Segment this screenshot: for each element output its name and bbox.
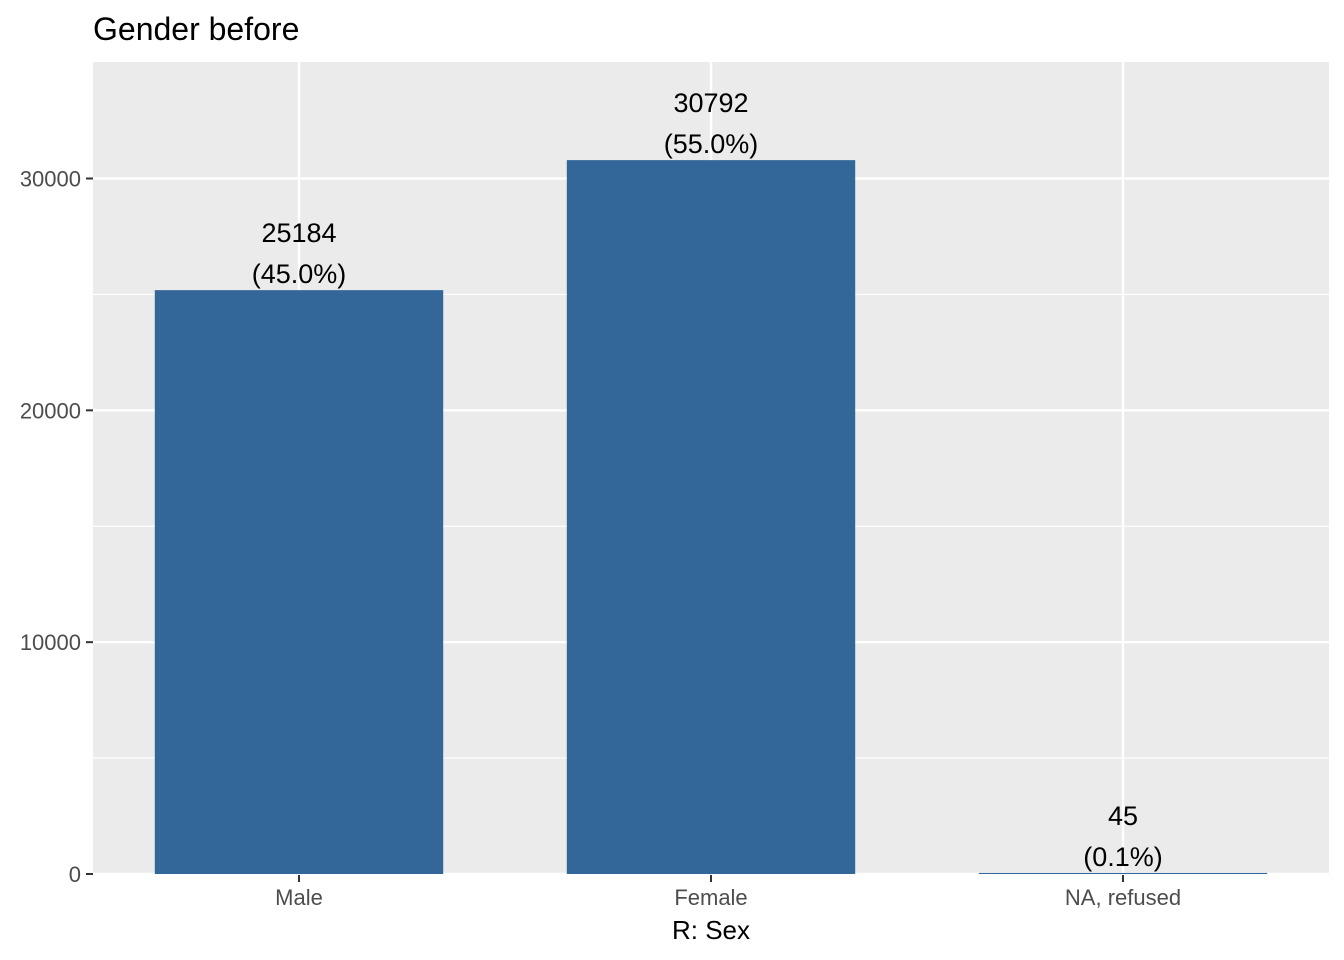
y-tick-label: 30000: [20, 167, 81, 192]
bars: [154, 160, 1268, 874]
data-label-percent: (0.1%): [1083, 842, 1163, 872]
y-tick-label: 20000: [20, 398, 81, 423]
y-axis: 0 10000 20000 30000: [20, 167, 93, 887]
data-label-count: 25184: [261, 218, 336, 248]
data-label-percent: (45.0%): [252, 259, 347, 289]
data-label-count: 30792: [673, 88, 748, 118]
bar: [978, 872, 1268, 874]
data-labels: 25184 (45.0%) 30792 (55.0%) 45 (0.1%): [252, 88, 1163, 872]
bar: [566, 160, 856, 874]
chart-title: Gender before: [93, 11, 299, 47]
x-tick-label: NA, refused: [1065, 885, 1181, 910]
x-axis: Male Female NA, refused: [275, 875, 1181, 910]
x-axis-title: R: Sex: [672, 915, 750, 945]
x-tick-label: Female: [674, 885, 747, 910]
x-tick-label: Male: [275, 885, 323, 910]
bar: [154, 290, 444, 874]
data-label-percent: (55.0%): [664, 129, 759, 159]
data-label-count: 45: [1108, 801, 1138, 831]
y-tick-label: 0: [69, 862, 81, 887]
y-tick-label: 10000: [20, 630, 81, 655]
